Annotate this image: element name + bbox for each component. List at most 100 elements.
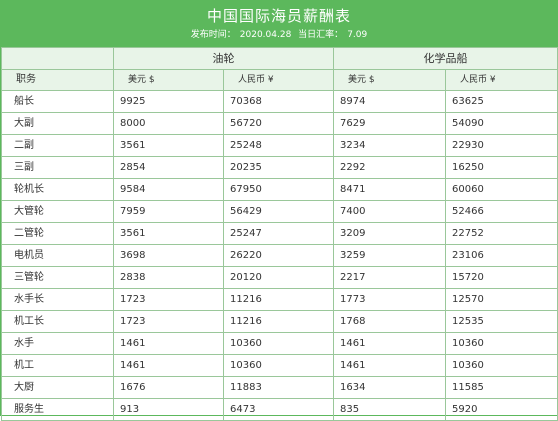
chemical-usd-cell: 8974 xyxy=(333,90,446,113)
tanker-usd-cell: 1723 xyxy=(113,288,224,311)
position-cell: 轮机长 xyxy=(1,178,114,201)
release-label: 发布时间： xyxy=(190,30,236,40)
tanker-cny-cell: 56429 xyxy=(223,200,334,223)
group-header-blank xyxy=(1,47,114,70)
tanker-usd-cell: 8000 xyxy=(113,112,224,135)
tanker-cny-cell: 11216 xyxy=(223,288,334,311)
chemical-usd-cell: 3259 xyxy=(333,244,446,267)
position-cell: 水手长 xyxy=(1,288,114,311)
table-row: 服务生 913 6473 835 5920 xyxy=(1,398,558,421)
group-header-tanker: 油轮 xyxy=(113,47,334,70)
chemical-usd-cell: 835 xyxy=(333,398,446,421)
chemical-usd-cell: 2292 xyxy=(333,156,446,179)
chemical-cny-cell: 63625 xyxy=(445,90,558,113)
chemical-usd-cell: 7400 xyxy=(333,200,446,223)
chemical-cny-cell: 11585 xyxy=(445,376,558,399)
tanker-cny-cell: 11216 xyxy=(223,310,334,333)
position-cell: 二副 xyxy=(1,134,114,157)
chemical-usd-cell: 2217 xyxy=(333,266,446,289)
chemical-usd-cell: 1634 xyxy=(333,376,446,399)
column-header-tanker-cny: 人民币 ¥ xyxy=(223,69,334,91)
chemical-cny-cell: 23106 xyxy=(445,244,558,267)
salary-table: 油轮 化学品船 职务 美元 $ 人民币 ¥ 美元 $ 人民币 ¥ 船长 9925 7… xyxy=(1,47,558,421)
tanker-usd-cell: 1723 xyxy=(113,310,224,333)
position-cell: 三管轮 xyxy=(1,266,114,289)
table-row: 船长 9925 70368 8974 63625 xyxy=(1,90,558,113)
tanker-usd-cell: 7959 xyxy=(113,200,224,223)
tanker-usd-cell: 2838 xyxy=(113,266,224,289)
chemical-usd-cell: 1461 xyxy=(333,332,446,355)
tanker-cny-cell: 26220 xyxy=(223,244,334,267)
chemical-usd-cell: 1768 xyxy=(333,310,446,333)
rate-value: 7.09 xyxy=(347,30,368,40)
chemical-cny-cell: 22930 xyxy=(445,134,558,157)
group-header-row: 油轮 化学品船 xyxy=(1,47,558,70)
tanker-usd-cell: 9584 xyxy=(113,178,224,201)
tanker-cny-cell: 6473 xyxy=(223,398,334,421)
page-title: 中国国际海员薪酬表 xyxy=(206,7,351,25)
tanker-cny-cell: 56720 xyxy=(223,112,334,135)
position-cell: 大管轮 xyxy=(1,200,114,223)
tanker-cny-cell: 67950 xyxy=(223,178,334,201)
position-cell: 电机员 xyxy=(1,244,114,267)
chemical-cny-cell: 54090 xyxy=(445,112,558,135)
tanker-cny-cell: 70368 xyxy=(223,90,334,113)
tanker-cny-cell: 11883 xyxy=(223,376,334,399)
chemical-cny-cell: 12570 xyxy=(445,288,558,311)
table-row: 机工 1461 10360 1461 10360 xyxy=(1,354,558,377)
tanker-cny-cell: 25247 xyxy=(223,222,334,245)
table-row: 三副 2854 20235 2292 16250 xyxy=(1,156,558,179)
table-row: 电机员 3698 26220 3259 23106 xyxy=(1,244,558,267)
position-cell: 机工长 xyxy=(1,310,114,333)
release-date: 2020.04.28 xyxy=(239,30,292,40)
rate-label: 当日汇率： xyxy=(298,30,344,40)
column-header-row: 职务 美元 $ 人民币 ¥ 美元 $ 人民币 ¥ xyxy=(1,69,558,91)
chemical-cny-cell: 60060 xyxy=(445,178,558,201)
tanker-usd-cell: 9925 xyxy=(113,90,224,113)
tanker-usd-cell: 1461 xyxy=(113,332,224,355)
chemical-cny-cell: 22752 xyxy=(445,222,558,245)
tanker-usd-cell: 3698 xyxy=(113,244,224,267)
tanker-cny-cell: 10360 xyxy=(223,332,334,355)
column-header-chemical-cny: 人民币 ¥ xyxy=(445,69,558,91)
tanker-usd-cell: 2854 xyxy=(113,156,224,179)
table-row: 大管轮 7959 56429 7400 52466 xyxy=(1,200,558,223)
position-cell: 机工 xyxy=(1,354,114,377)
group-header-chemical: 化学品船 xyxy=(333,47,558,70)
column-header-position: 职务 xyxy=(1,69,114,91)
position-cell: 二管轮 xyxy=(1,222,114,245)
tanker-usd-cell: 3561 xyxy=(113,222,224,245)
title-bar: 中国国际海员薪酬表 发布时间： 2020.04.28 当日汇率： 7.09 xyxy=(1,1,557,47)
table-row: 二管轮 3561 25247 3209 22752 xyxy=(1,222,558,245)
chemical-usd-cell: 1461 xyxy=(333,354,446,377)
tanker-usd-cell: 1676 xyxy=(113,376,224,399)
position-cell: 服务生 xyxy=(1,398,114,421)
column-header-chemical-usd: 美元 $ xyxy=(333,69,446,91)
table-row: 水手 1461 10360 1461 10360 xyxy=(1,332,558,355)
table-row: 二副 3561 25248 3234 22930 xyxy=(1,134,558,157)
position-cell: 船长 xyxy=(1,90,114,113)
table-row: 大厨 1676 11883 1634 11585 xyxy=(1,376,558,399)
chemical-cny-cell: 16250 xyxy=(445,156,558,179)
tanker-cny-cell: 20235 xyxy=(223,156,334,179)
table-row: 机工长 1723 11216 1768 12535 xyxy=(1,310,558,333)
position-cell: 三副 xyxy=(1,156,114,179)
chemical-usd-cell: 3209 xyxy=(333,222,446,245)
tanker-cny-cell: 20120 xyxy=(223,266,334,289)
chemical-cny-cell: 5920 xyxy=(445,398,558,421)
chemical-usd-cell: 8471 xyxy=(333,178,446,201)
table-row: 轮机长 9584 67950 8471 60060 xyxy=(1,178,558,201)
chemical-cny-cell: 52466 xyxy=(445,200,558,223)
chemical-usd-cell: 1773 xyxy=(333,288,446,311)
chemical-cny-cell: 10360 xyxy=(445,332,558,355)
table-row: 水手长 1723 11216 1773 12570 xyxy=(1,288,558,311)
tanker-usd-cell: 913 xyxy=(113,398,224,421)
table-row: 大副 8000 56720 7629 54090 xyxy=(1,112,558,135)
chemical-usd-cell: 7629 xyxy=(333,112,446,135)
position-cell: 水手 xyxy=(1,332,114,355)
position-cell: 大副 xyxy=(1,112,114,135)
tanker-usd-cell: 3561 xyxy=(113,134,224,157)
tanker-usd-cell: 1461 xyxy=(113,354,224,377)
chemical-cny-cell: 10360 xyxy=(445,354,558,377)
